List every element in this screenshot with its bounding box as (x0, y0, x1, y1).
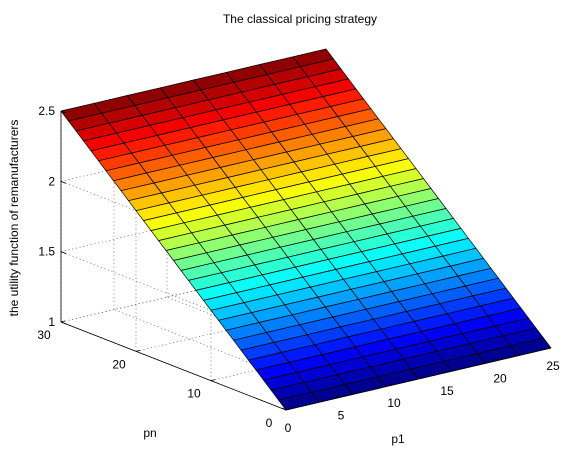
x-tick-mark (334, 395, 340, 398)
x-tick-mark (281, 407, 287, 411)
y-tick-label: 30 (37, 328, 51, 342)
x-axis-line (285, 347, 552, 411)
y-tick-label: 0 (266, 416, 273, 430)
x-tick-label: 5 (338, 409, 345, 423)
x-tick-mark (387, 382, 393, 386)
surface-mesh (60, 48, 552, 411)
z-tick-mark (60, 321, 67, 325)
z-tick-label: 1 (48, 315, 55, 329)
z-tick-label: 2.5 (38, 104, 55, 118)
axes (60, 111, 552, 411)
z-tick-label: 1.5 (38, 245, 55, 259)
y-axis-line (60, 321, 287, 411)
y-tick-mark (60, 320, 66, 323)
y-tick-label: 20 (112, 357, 126, 371)
x-tick-label: 0 (285, 421, 292, 435)
y-tick-mark (135, 349, 141, 352)
x-tick-label: 15 (440, 384, 454, 398)
y-tick-label: 10 (187, 387, 201, 401)
z-tick-mark (60, 110, 67, 114)
x-tick-label: 25 (546, 359, 560, 373)
chart-title: The classical pricing strategy (223, 12, 377, 26)
z-tick-label: 2 (48, 174, 55, 188)
y-tick-mark (210, 379, 216, 382)
x-tick-label: 20 (493, 371, 507, 385)
x-axis-label: p1 (391, 432, 405, 446)
z-tick-mark (60, 180, 67, 184)
x-tick-mark (493, 358, 499, 361)
x-tick-mark (546, 345, 552, 349)
z-axis-label: the utility function of remanufacturers (7, 120, 21, 317)
y-axis-label: pn (143, 426, 156, 440)
x-tick-label: 10 (387, 396, 401, 410)
z-tick-mark (60, 251, 67, 255)
x-tick-mark (440, 370, 446, 374)
tick-labels: 0 5 10 15 20 25 0 10 20 301 1.5 2 2.5 (37, 104, 560, 435)
y-tick-mark (285, 408, 291, 411)
